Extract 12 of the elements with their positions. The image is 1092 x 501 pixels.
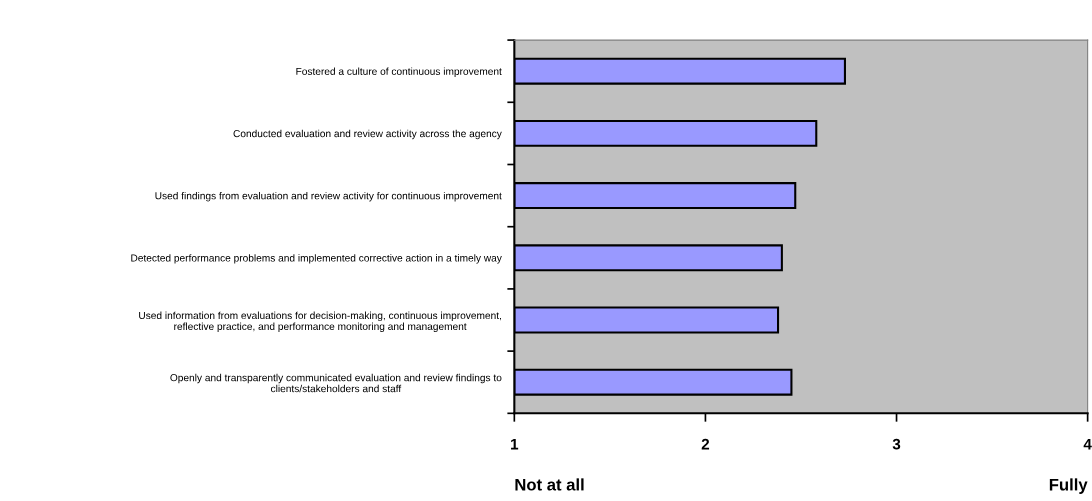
y-tick-label: Conducted evaluation and review activity across the agency: [233, 129, 502, 140]
y-tick-label: Used information from evaluations for decision-making, continuous improvement, reflective practice, and performance monitoring and management: [139, 311, 501, 332]
text: Fully: [1049, 478, 1088, 494]
y-tick-label: Used findings from evaluation and review activity for continuous improvement: [155, 191, 502, 202]
y-tick-label: Openly and transparently communicated evaluation and review findings to clients/stakeholders and staff: [170, 373, 502, 393]
x-tick-label: 3: [892, 438, 901, 450]
y-tick-label: Detected performance problems and implemented corrective action in a timely way: [131, 254, 502, 264]
x-tick-label: 1: [511, 438, 519, 450]
text: Not at all: [515, 478, 584, 491]
x-tick-label: 4: [1083, 438, 1092, 450]
y-tick-label: Fostered a culture of continuous improvement: [296, 67, 502, 77]
x-tick-label: 2: [701, 438, 710, 450]
